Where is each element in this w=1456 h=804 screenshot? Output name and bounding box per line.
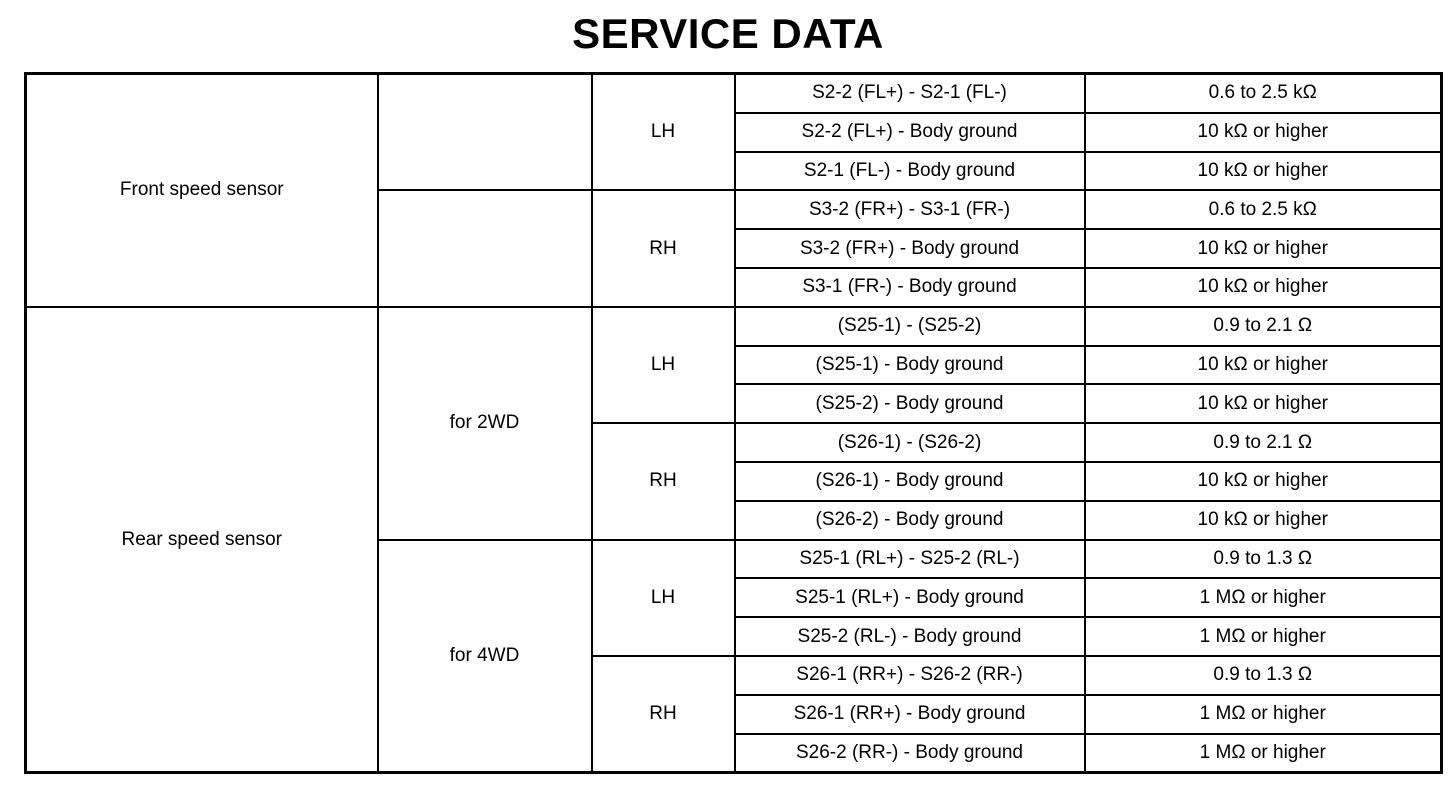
table-row: (S25-1) - Body ground 10 kΩ or higher [26, 344, 1443, 386]
drive-cell [376, 189, 593, 308]
value-cell: 10 kΩ or higher [1083, 266, 1443, 308]
table-row: (S26-2) - Body ground 10 kΩ or higher [26, 499, 1443, 541]
sensor-cell: Front speed sensor [24, 72, 379, 308]
table-row: RH (S26-1) - (S26-2) 0.9 to 2.1 Ω [26, 422, 1443, 541]
value-cell: 1 MΩ or higher [1083, 616, 1443, 657]
sensor-cell: Rear speed sensor [24, 305, 379, 774]
terminals-cell: (S25-1) - Body ground [733, 344, 1086, 386]
value-cell: 10 kΩ or higher [1083, 499, 1443, 541]
table-row: RH S26-1 (RR+) - S26-2 (RR-) 0.9 to 1.3 … [26, 654, 1443, 774]
table-row: S3-2 (FR+) - Body ground 10 kΩ or higher [26, 228, 1443, 269]
side-cell: RH [590, 189, 736, 308]
side-cell: RH [590, 654, 736, 774]
terminals-cell: S25-2 (RL-) - Body ground [733, 616, 1086, 657]
terminals-cell: S25-1 (RL+) - S25-2 (RL-) [733, 538, 1086, 580]
terminals-cell: (S25-2) - Body ground [733, 383, 1086, 425]
value-cell: 0.6 to 2.5 kΩ [1083, 72, 1443, 114]
terminals-cell: S2-2 (FL+) - S2-1 (FL-) [733, 72, 1086, 114]
value-cell: 10 kΩ or higher [1083, 383, 1443, 425]
terminals-cell: (S25-1) - (S25-2) [733, 305, 1086, 347]
service-data-table: Front speed sensor LH S2-2 (FL+) - S2-1 … [24, 72, 1443, 775]
table-row: (S25-2) - Body ground 10 kΩ or higher [26, 383, 1443, 425]
table-row: S26-2 (RR-) - Body ground 1 MΩ or higher [26, 732, 1443, 774]
terminals-cell: S25-1 (RL+) - Body ground [733, 577, 1086, 619]
terminals-cell: S2-2 (FL+) - Body ground [733, 111, 1086, 153]
value-cell: 0.9 to 2.1 Ω [1083, 305, 1443, 347]
value-cell: 10 kΩ or higher [1083, 460, 1443, 502]
table-row: RH S3-2 (FR+) - S3-1 (FR-) 0.6 to 2.5 kΩ [26, 189, 1443, 308]
terminals-cell: S26-2 (RR-) - Body ground [733, 732, 1086, 774]
side-cell: LH [590, 72, 736, 192]
table-row: S26-1 (RR+) - Body ground 1 MΩ or higher [26, 693, 1443, 735]
table-row: S2-1 (FL-) - Body ground 10 kΩ or higher [26, 150, 1443, 192]
value-cell: 1 MΩ or higher [1083, 732, 1443, 774]
table-row: S25-1 (RL+) - Body ground 1 MΩ or higher [26, 577, 1443, 619]
value-cell: 0.6 to 2.5 kΩ [1083, 189, 1443, 231]
terminals-cell: (S26-1) - Body ground [733, 460, 1086, 502]
value-cell: 0.9 to 2.1 Ω [1083, 422, 1443, 463]
terminals-cell: (S26-1) - (S26-2) [733, 422, 1086, 463]
table-row: Rear speed sensor for 2WD LH (S25-1) - (… [24, 305, 1443, 774]
value-cell: 10 kΩ or higher [1083, 344, 1443, 386]
table-row: S2-2 (FL+) - Body ground 10 kΩ or higher [26, 111, 1443, 153]
table-row: (S26-1) - Body ground 10 kΩ or higher [26, 460, 1443, 502]
table-row: S25-2 (RL-) - Body ground 1 MΩ or higher [26, 616, 1443, 657]
value-cell: 1 MΩ or higher [1083, 577, 1443, 619]
terminals-cell: S3-2 (FR+) - S3-1 (FR-) [733, 189, 1086, 231]
terminals-cell: S26-1 (RR+) - Body ground [733, 693, 1086, 735]
side-cell: LH [590, 538, 736, 657]
terminals-cell: S3-1 (FR-) - Body ground [733, 266, 1086, 308]
terminals-cell: S2-1 (FL-) - Body ground [733, 150, 1086, 192]
drive-cell: for 2WD [376, 305, 593, 541]
terminals-cell: S3-2 (FR+) - Body ground [733, 228, 1086, 269]
value-cell: 10 kΩ or higher [1083, 150, 1443, 192]
value-cell: 0.9 to 1.3 Ω [1083, 538, 1443, 580]
table-row: S3-1 (FR-) - Body ground 10 kΩ or higher [26, 266, 1443, 308]
value-cell: 0.9 to 1.3 Ω [1083, 654, 1443, 696]
terminals-cell: S26-1 (RR+) - S26-2 (RR-) [733, 654, 1086, 696]
terminals-cell: (S26-2) - Body ground [733, 499, 1086, 541]
table-row: for 4WD LH S25-1 (RL+) - S25-2 (RL-) 0.9… [26, 538, 1443, 774]
value-cell: 1 MΩ or higher [1083, 693, 1443, 735]
side-cell: RH [590, 422, 736, 541]
table-row: Front speed sensor LH S2-2 (FL+) - S2-1 … [24, 72, 1443, 308]
value-cell: 10 kΩ or higher [1083, 111, 1443, 153]
drive-cell [376, 72, 593, 192]
page-title: SERVICE DATA [572, 10, 884, 57]
drive-cell: for 4WD [376, 538, 593, 774]
side-cell: LH [590, 305, 736, 425]
value-cell: 10 kΩ or higher [1083, 228, 1443, 269]
